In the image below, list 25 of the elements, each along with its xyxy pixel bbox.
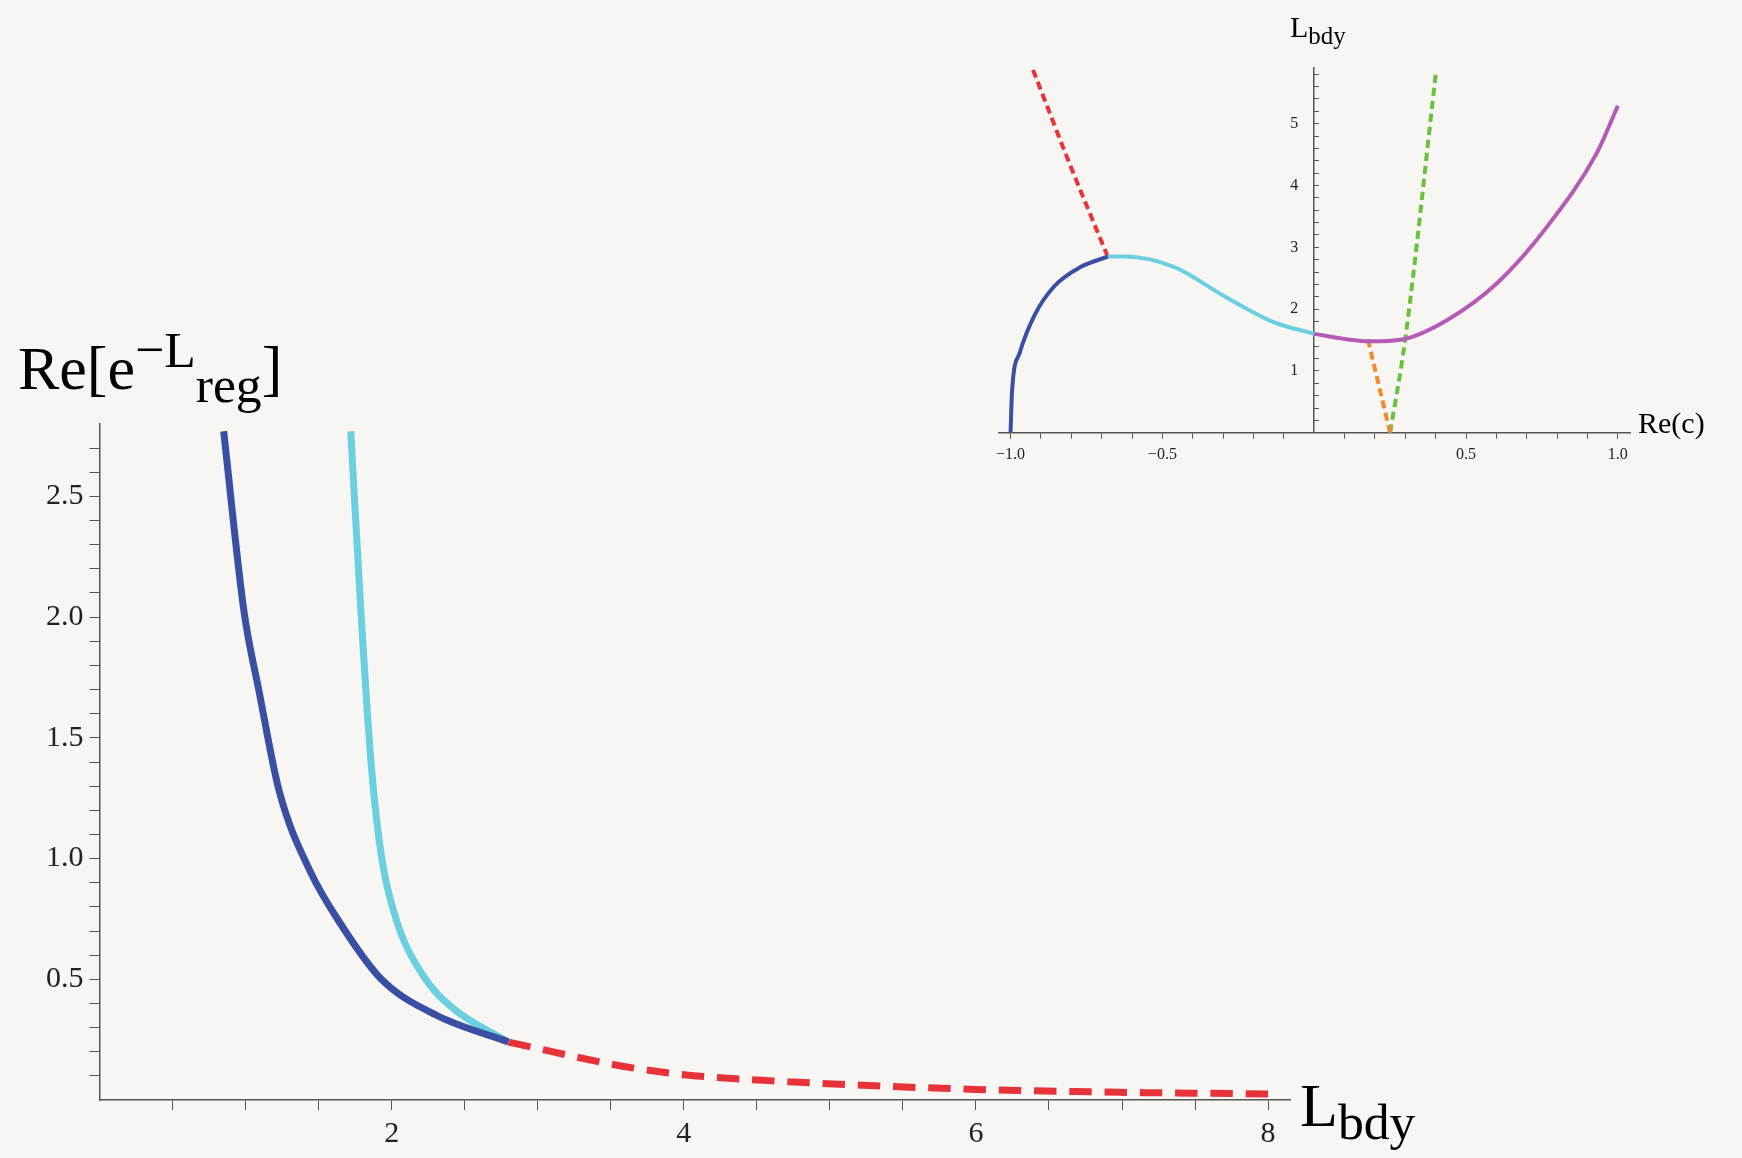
y-tick-label: 2.5 — [46, 477, 84, 511]
y-tick-label: 5 — [1290, 113, 1315, 131]
y-tick-label: 3 — [1290, 237, 1315, 255]
x-tick-label: 2 — [384, 1114, 400, 1148]
y-tick-label: 1.0 — [46, 839, 84, 873]
y-tick-label: 2 — [1290, 299, 1315, 317]
x-axis-title: Re(c) — [1638, 406, 1705, 440]
y-tick-label: 0.5 — [46, 960, 84, 994]
line-series — [1312, 103, 1620, 344]
y-axis-title: L$_{bdy}$ — [1290, 10, 1346, 50]
x-tick-label: 1.0 — [1607, 444, 1628, 462]
x-tick-label: 4 — [676, 1114, 692, 1148]
x-tick-label: 0.5 — [1456, 444, 1477, 462]
x-tick-label: −0.5 — [1147, 444, 1177, 462]
y-axis-title: Re[e$^{−L}$$_{reg}$] — [18, 320, 283, 415]
y-tick-label: 1 — [1290, 361, 1315, 379]
line-series — [1105, 254, 1317, 336]
x-axis-title: L$_{bdy}$ — [1300, 1070, 1416, 1152]
y-tick-label: 1.5 — [46, 718, 84, 752]
x-tick-label: −1.0 — [996, 444, 1026, 462]
y-tick-label: 4 — [1290, 175, 1315, 193]
line-series — [1008, 254, 1110, 433]
x-tick-label: 8 — [1260, 1114, 1276, 1148]
x-tick-label: 6 — [968, 1114, 984, 1148]
y-tick-label: 2.0 — [46, 598, 84, 632]
